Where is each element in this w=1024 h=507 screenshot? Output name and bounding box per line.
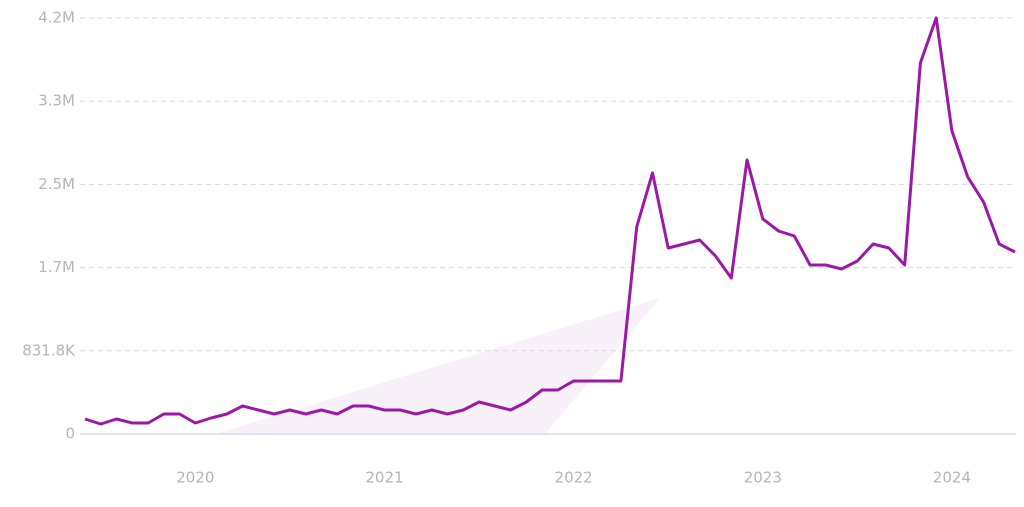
x-tick-label: 2024 — [933, 469, 971, 487]
y-tick-label: 831.8K — [22, 341, 76, 359]
y-tick-label: 4.2M — [38, 9, 75, 27]
data-line — [84, 16, 1016, 426]
y-tick-label: 2.5M — [38, 175, 75, 193]
x-tick-label: 2020 — [176, 469, 214, 487]
y-tick-label: 3.3M — [38, 92, 75, 110]
x-tick-label: 2021 — [365, 469, 403, 487]
x-tick-label: 2022 — [555, 469, 593, 487]
y-tick-label: 0 — [65, 425, 75, 443]
decor-shade — [215, 298, 660, 434]
x-tick-label: 2023 — [744, 469, 782, 487]
y-tick-label: 1.7M — [38, 258, 75, 276]
